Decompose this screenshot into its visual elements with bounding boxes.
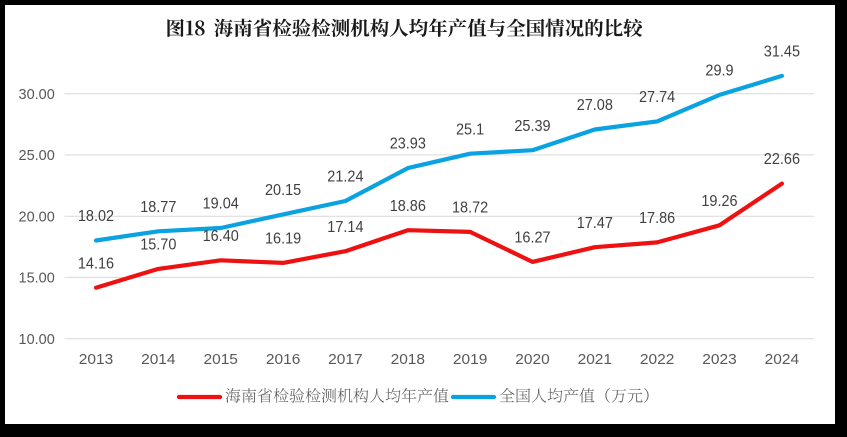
svg-text:16.19: 16.19: [265, 231, 301, 248]
svg-text:17.14: 17.14: [327, 219, 363, 236]
svg-text:21.24: 21.24: [327, 169, 363, 186]
svg-text:18.02: 18.02: [78, 208, 114, 225]
svg-text:18.86: 18.86: [390, 198, 426, 215]
svg-text:15.70: 15.70: [140, 237, 176, 254]
svg-text:15.00: 15.00: [19, 271, 55, 287]
svg-text:22.66: 22.66: [764, 151, 800, 168]
svg-text:20.00: 20.00: [19, 209, 55, 225]
svg-text:19.26: 19.26: [701, 193, 737, 210]
svg-text:14.16: 14.16: [78, 255, 114, 272]
svg-text:23.93: 23.93: [390, 136, 426, 153]
svg-text:2019: 2019: [453, 352, 487, 368]
svg-text:2015: 2015: [204, 352, 238, 368]
svg-text:25.00: 25.00: [19, 148, 55, 164]
svg-text:27.74: 27.74: [639, 89, 675, 106]
svg-text:20.15: 20.15: [265, 182, 301, 199]
svg-text:16.27: 16.27: [514, 230, 550, 247]
svg-text:2013: 2013: [79, 352, 113, 368]
svg-text:2018: 2018: [391, 352, 425, 368]
svg-text:2022: 2022: [640, 352, 674, 368]
svg-text:18.77: 18.77: [140, 199, 176, 216]
svg-text:2024: 2024: [765, 352, 799, 368]
svg-text:2014: 2014: [141, 352, 175, 368]
svg-text:2016: 2016: [266, 352, 300, 368]
svg-text:16.40: 16.40: [203, 228, 239, 245]
svg-text:19.04: 19.04: [203, 196, 239, 213]
svg-text:30.00: 30.00: [19, 87, 55, 103]
svg-text:25.39: 25.39: [514, 118, 550, 135]
svg-text:18.72: 18.72: [452, 200, 488, 217]
svg-text:2021: 2021: [578, 352, 612, 368]
svg-text:17.86: 17.86: [639, 210, 675, 227]
svg-text:10.00: 10.00: [19, 332, 55, 348]
svg-text:27.08: 27.08: [577, 97, 613, 114]
svg-text:2017: 2017: [328, 352, 362, 368]
svg-text:2020: 2020: [515, 352, 549, 368]
svg-text:31.45: 31.45: [764, 44, 800, 61]
svg-text:25.1: 25.1: [456, 121, 484, 138]
svg-text:2023: 2023: [702, 352, 736, 368]
svg-text:17.47: 17.47: [577, 215, 613, 232]
svg-text:29.9: 29.9: [705, 63, 733, 80]
